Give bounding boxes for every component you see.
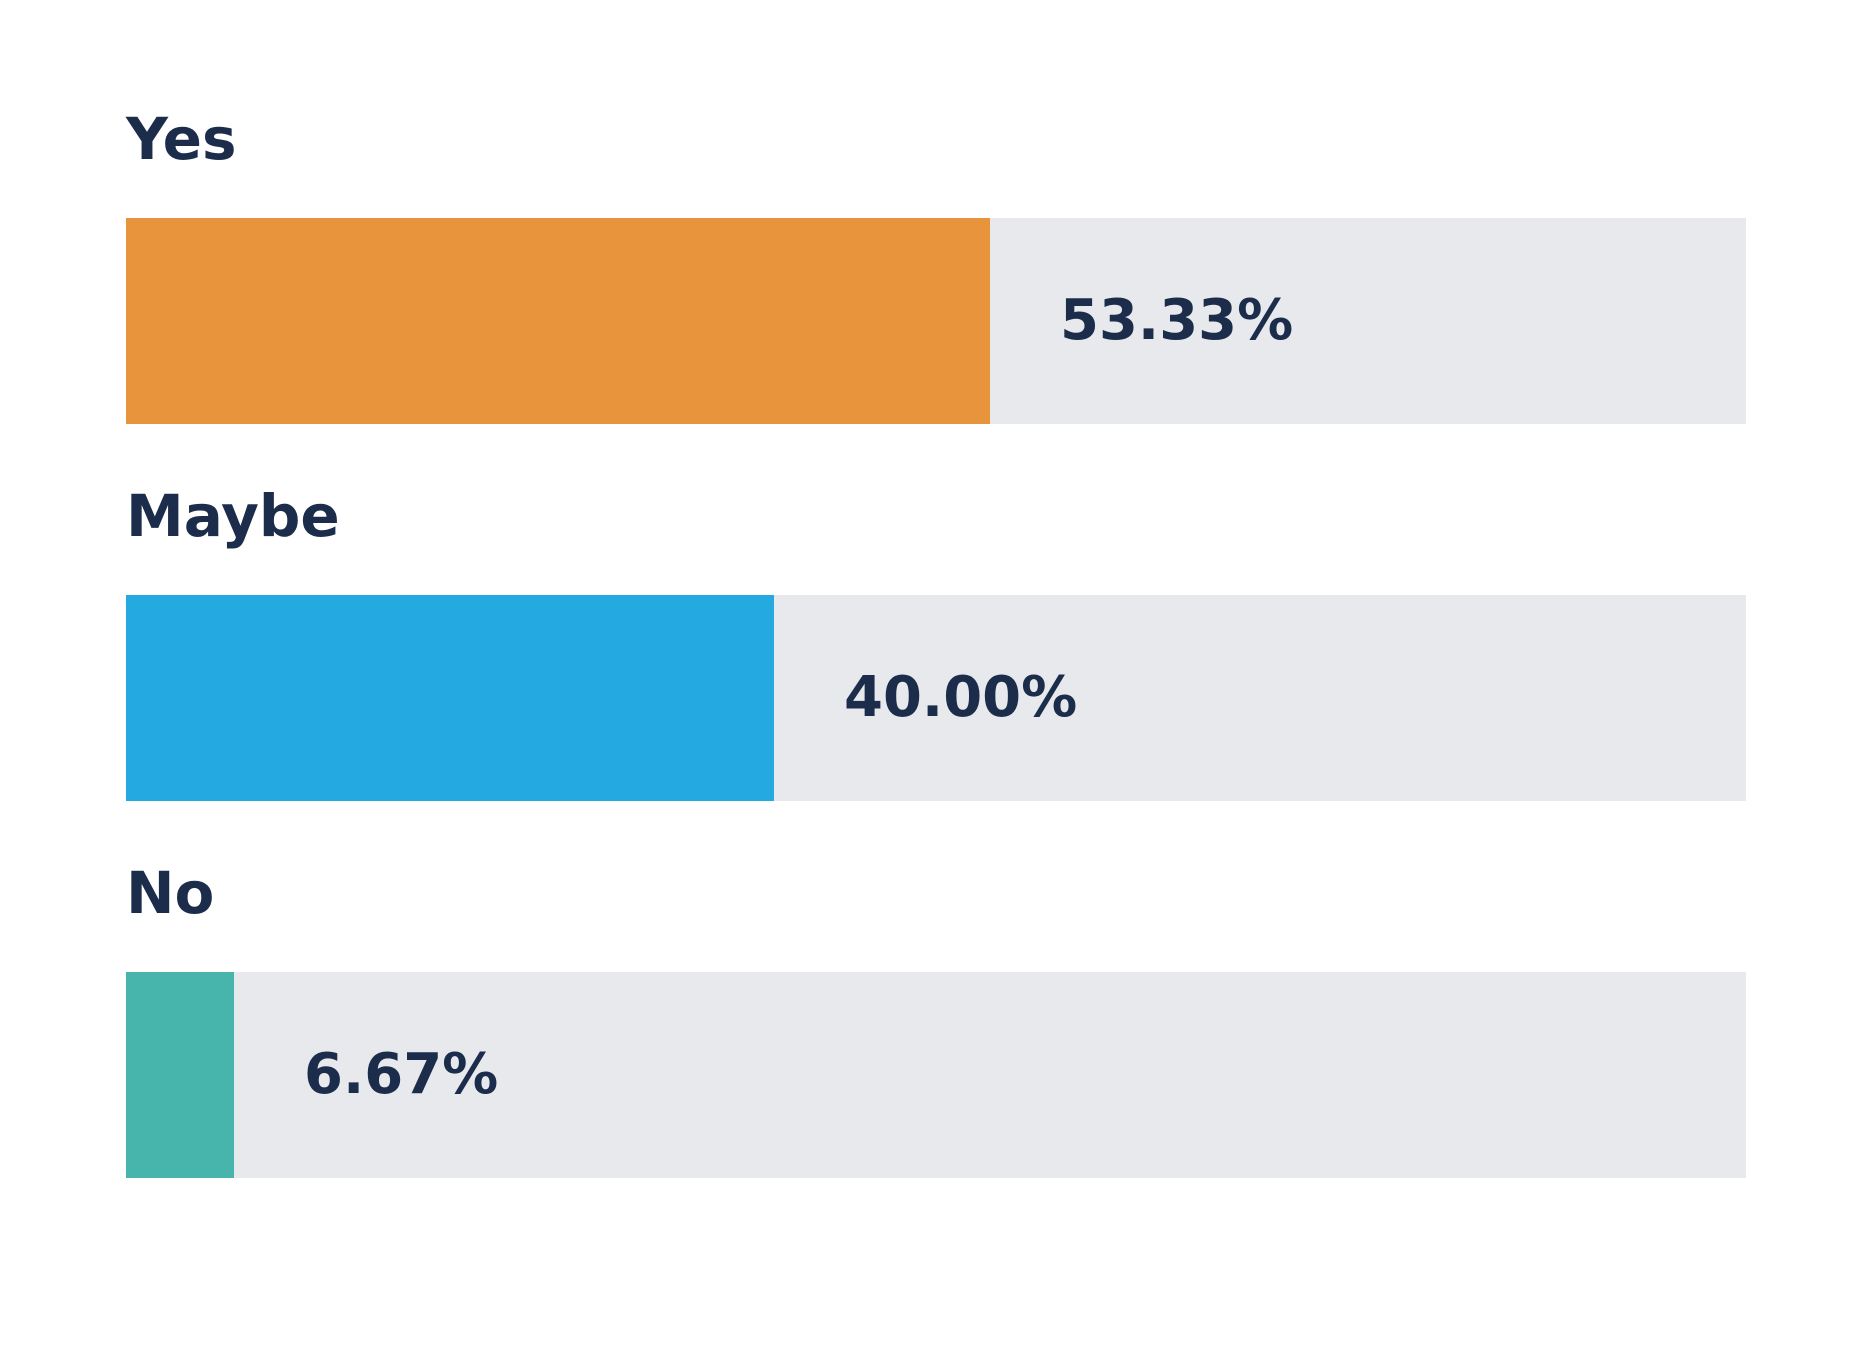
bar-track-maybe: 40.00% bbox=[126, 595, 1746, 801]
category-label-yes: Yes bbox=[126, 105, 237, 173]
category-label-no: No bbox=[126, 859, 215, 927]
value-label-maybe: 40.00% bbox=[844, 665, 1078, 730]
value-label-yes: 53.33% bbox=[1060, 288, 1294, 353]
bar-fill-no bbox=[126, 972, 234, 1178]
bar-track-no: 6.67% bbox=[126, 972, 1746, 1178]
bar-fill-maybe bbox=[126, 595, 774, 801]
bar-track-yes: 53.33% bbox=[126, 218, 1746, 424]
value-label-no: 6.67% bbox=[304, 1042, 499, 1107]
category-label-maybe: Maybe bbox=[126, 482, 340, 550]
bar-fill-yes bbox=[126, 218, 990, 424]
